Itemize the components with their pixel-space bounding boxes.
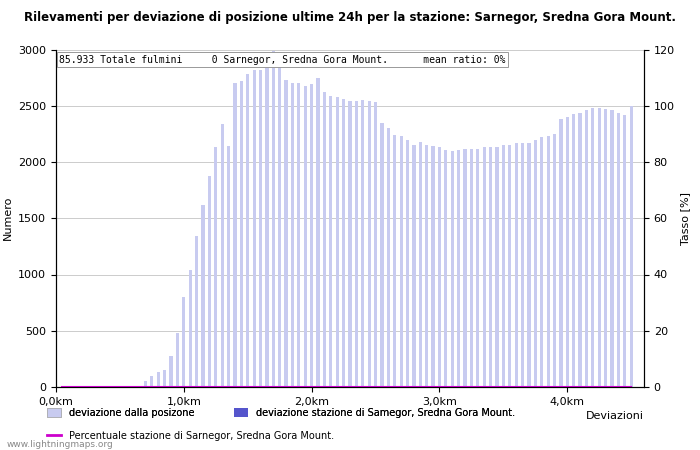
Bar	[444, 149, 447, 387]
Bar	[380, 122, 384, 387]
Bar	[419, 142, 422, 387]
Bar	[412, 145, 416, 387]
Legend: Percentuale stazione di Sarnegor, Sredna Gora Mount.: Percentuale stazione di Sarnegor, Sredna…	[47, 431, 335, 441]
Bar	[144, 382, 147, 387]
Bar	[355, 101, 358, 387]
Bar	[489, 148, 492, 387]
Bar	[457, 149, 461, 387]
Bar	[233, 83, 237, 387]
Bar	[246, 74, 249, 387]
Bar	[323, 92, 326, 387]
Bar	[425, 145, 428, 387]
Bar	[137, 386, 141, 387]
Bar	[470, 148, 473, 387]
Bar	[566, 117, 569, 387]
Bar	[182, 297, 186, 387]
Bar	[585, 110, 588, 387]
Bar	[195, 236, 198, 387]
Text: Rilevamenti per deviazione di posizione ultime 24h per la stazione: Sarnegor, Sr: Rilevamenti per deviazione di posizione …	[24, 11, 676, 24]
Bar	[278, 53, 281, 387]
Bar	[253, 70, 256, 387]
Bar	[393, 135, 396, 387]
Bar	[540, 137, 543, 387]
Y-axis label: Numero: Numero	[3, 196, 13, 240]
Bar	[157, 373, 160, 387]
Bar	[438, 148, 441, 387]
Bar	[623, 115, 626, 387]
Legend: deviazione dalla posizone, deviazione stazione di Samegor, Sredna Gora Mount.: deviazione dalla posizone, deviazione st…	[47, 408, 515, 418]
Bar	[553, 134, 556, 387]
Bar	[202, 205, 204, 387]
Bar	[169, 356, 173, 387]
Y-axis label: Tasso [%]: Tasso [%]	[680, 192, 690, 245]
Bar	[617, 112, 620, 387]
Bar	[259, 70, 262, 387]
Bar	[527, 143, 531, 387]
Text: www.lightningmaps.org: www.lightningmaps.org	[7, 440, 113, 449]
Text: Deviazioni: Deviazioni	[586, 410, 644, 421]
Bar	[208, 176, 211, 387]
Bar	[298, 83, 300, 387]
Bar	[310, 85, 314, 387]
Bar	[578, 112, 582, 387]
Bar	[598, 108, 601, 387]
Bar	[361, 100, 365, 387]
Bar	[521, 143, 524, 387]
Bar	[349, 101, 351, 387]
Bar	[559, 119, 563, 387]
Bar	[629, 106, 633, 387]
Bar	[374, 103, 377, 387]
Bar	[150, 376, 153, 387]
Bar	[265, 53, 269, 387]
Bar	[227, 146, 230, 387]
Bar	[176, 333, 179, 387]
Bar	[386, 128, 390, 387]
Bar	[284, 80, 288, 387]
Bar	[188, 270, 192, 387]
Bar	[514, 143, 518, 387]
Bar	[272, 51, 275, 387]
Bar	[496, 148, 498, 387]
Bar	[508, 145, 512, 387]
Text: 85.933 Totale fulmini     0 Sarnegor, Sredna Gora Mount.      mean ratio: 0%: 85.933 Totale fulmini 0 Sarnegor, Sredna…	[59, 54, 505, 64]
Bar	[329, 96, 332, 387]
Bar	[291, 83, 294, 387]
Bar	[163, 370, 167, 387]
Bar	[463, 148, 467, 387]
Bar	[214, 148, 218, 387]
Bar	[304, 86, 307, 387]
Bar	[220, 124, 224, 387]
Bar	[335, 97, 339, 387]
Bar	[431, 146, 435, 387]
Bar	[610, 110, 614, 387]
Bar	[547, 136, 550, 387]
Bar	[502, 145, 505, 387]
Bar	[482, 148, 486, 387]
Bar	[604, 109, 608, 387]
Bar	[572, 113, 575, 387]
Bar	[239, 81, 243, 387]
Bar	[476, 148, 480, 387]
Bar	[400, 136, 402, 387]
Bar	[533, 140, 537, 387]
Bar	[368, 101, 371, 387]
Bar	[342, 99, 345, 387]
Bar	[406, 140, 409, 387]
Bar	[451, 151, 454, 387]
Bar	[316, 77, 320, 387]
Bar	[592, 108, 594, 387]
